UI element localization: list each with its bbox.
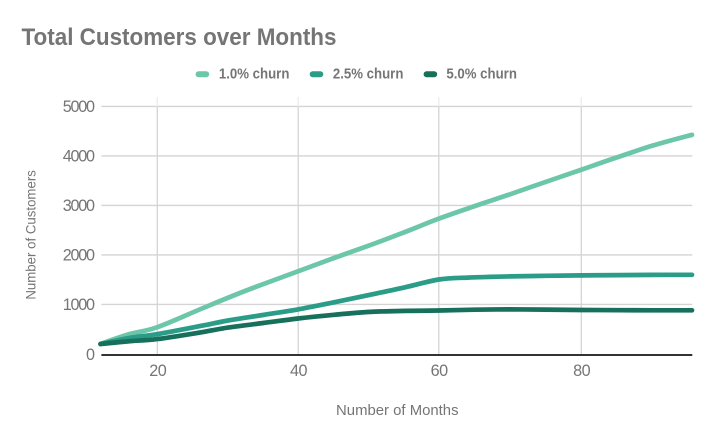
svg-text:80: 80 bbox=[573, 362, 591, 380]
svg-text:40: 40 bbox=[290, 362, 308, 380]
svg-text:Number of Customers: Number of Customers bbox=[23, 170, 39, 300]
svg-text:2.5% churn: 2.5% churn bbox=[333, 66, 404, 82]
svg-text:3000: 3000 bbox=[63, 197, 95, 215]
svg-text:5000: 5000 bbox=[63, 98, 95, 116]
svg-text:2000: 2000 bbox=[63, 247, 95, 265]
svg-text:20: 20 bbox=[149, 362, 167, 380]
svg-text:60: 60 bbox=[431, 362, 449, 380]
svg-text:5.0% churn: 5.0% churn bbox=[446, 66, 517, 82]
svg-text:1000: 1000 bbox=[63, 296, 95, 314]
svg-text:Total Customers over Months: Total Customers over Months bbox=[22, 24, 337, 51]
svg-text:1.0% churn: 1.0% churn bbox=[219, 66, 290, 82]
svg-text:0: 0 bbox=[86, 346, 95, 364]
svg-text:Number of Months: Number of Months bbox=[336, 402, 459, 419]
svg-text:4000: 4000 bbox=[63, 148, 95, 166]
